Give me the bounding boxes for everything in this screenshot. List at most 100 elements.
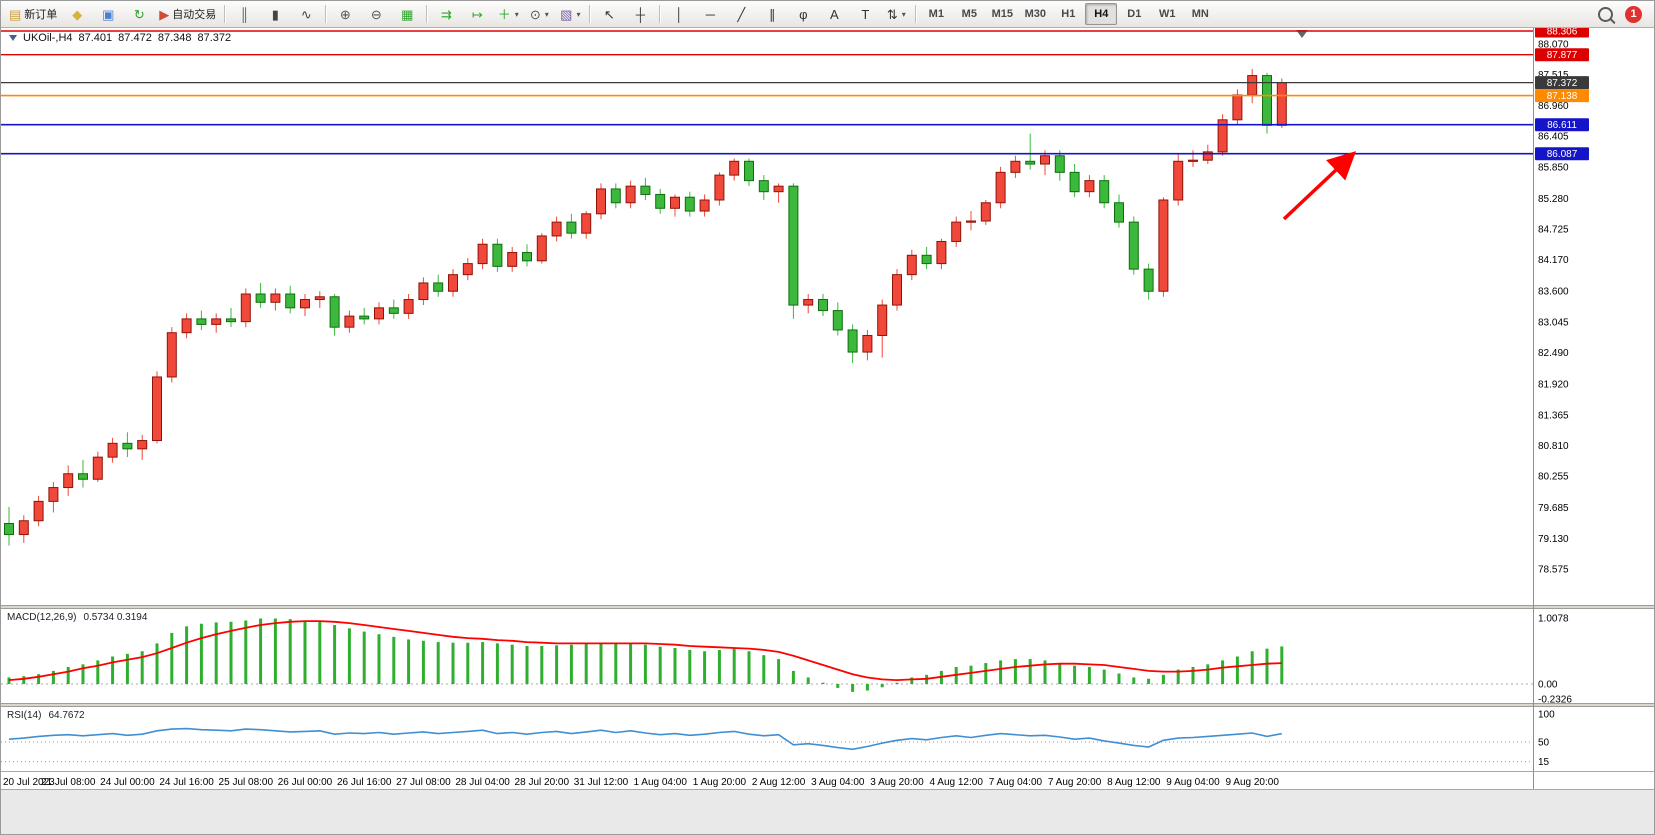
svg-text:88.070: 88.070 (1538, 40, 1569, 51)
toolbar-button-groups: ▤ 新订单 ◆ ▣ ↻ ▶ 自动交易 ║ ▮ ∿ ⊕ ⊖ ▦ ⇉ ↦ ＋ ▾ ⊙ ▾ ▧ ▾ ↖ ┼ │ ─ ╱ ∥ φ A T ⇅ ▾ (5, 2, 920, 26)
tile-windows-icon: ▦ (401, 6, 414, 22)
indicators-icon: ＋ (497, 6, 511, 22)
toolbar: ▤ 新订单 ◆ ▣ ↻ ▶ 自动交易 ║ ▮ ∿ ⊕ ⊖ ▦ ⇉ ↦ ＋ ▾ ⊙ ▾ ▧ ▾ ↖ ┼ │ ─ ╱ ∥ φ A T ⇅ ▾ M1… (1, 1, 1654, 28)
svg-text:28 Jul 04:00: 28 Jul 04:00 (455, 777, 510, 788)
svg-text:100: 100 (1538, 710, 1555, 721)
price-axis[interactable]: 88.070 87.515 86.960 86.405 85.850 85.280 84.7… (1535, 24, 1589, 769)
new-order-button-label: 新订单 (24, 9, 58, 21)
timeframe-m1-button[interactable]: M1 (928, 8, 944, 20)
main-price-pane[interactable] (4, 68, 1287, 546)
annotations[interactable] (1282, 151, 1357, 221)
refresh-button[interactable]: ↻ (124, 2, 154, 26)
svg-text:26 Jul 16:00: 26 Jul 16:00 (337, 777, 392, 788)
dropdown-caret-icon: ▾ (514, 9, 519, 19)
trend-arrow-annotation[interactable] (1282, 151, 1357, 221)
svg-text:80.810: 80.810 (1538, 441, 1569, 452)
timeframe-h1-button[interactable]: H1 (1061, 8, 1076, 20)
svg-text:84.170: 84.170 (1538, 255, 1569, 266)
price-badge-87.877[interactable]: 87.877 (1535, 48, 1589, 62)
search-icon[interactable] (1598, 6, 1613, 22)
horizontal-line-button[interactable]: ─ (695, 2, 725, 26)
timeframe-d1-button[interactable]: D1 (1127, 8, 1142, 20)
tile-windows-button[interactable]: ▦ (392, 2, 422, 26)
svg-text:24 Jul 00:00: 24 Jul 00:00 (100, 777, 155, 788)
notification-badge[interactable]: 1 (1625, 5, 1642, 23)
new-order-button[interactable]: ▤ 新订单 (5, 2, 61, 26)
trade-tools: ▤ 新订单 ◆ ▣ ↻ ▶ 自动交易 (5, 2, 220, 26)
svg-text:87.372: 87.372 (1547, 78, 1578, 89)
svg-text:83.600: 83.600 (1538, 287, 1569, 298)
collapse-triangle-icon[interactable] (9, 35, 17, 41)
price-badge-87.138[interactable]: 87.138 (1535, 89, 1589, 103)
auto-trading-button[interactable]: ▶ 自动交易 (155, 2, 220, 26)
channel-button[interactable]: ∥ (757, 2, 787, 26)
svg-text:87.138: 87.138 (1547, 91, 1578, 102)
toolbar-separator (325, 5, 327, 23)
indicators-button[interactable]: ＋ ▾ (493, 2, 523, 26)
svg-text:80.255: 80.255 (1538, 472, 1569, 483)
templates-button[interactable]: ▧ ▾ (555, 2, 585, 26)
chart-shift-marker[interactable] (1296, 30, 1308, 38)
timeframe-h4-button[interactable]: H4 (1085, 3, 1118, 25)
timeframe-m30-button[interactable]: M30 (1024, 8, 1046, 20)
horizontal-level-lines[interactable] (1, 30, 1533, 155)
macd-pane[interactable] (1, 618, 1533, 692)
zoom-in-button[interactable]: ⊕ (330, 2, 360, 26)
toolbar-separator (589, 5, 591, 23)
timeframe-mn-button[interactable]: MN (1191, 8, 1209, 20)
toolbar-separator (426, 5, 428, 23)
auto-scroll-icon: ⇉ (440, 6, 452, 22)
toolbar-separator (659, 5, 661, 23)
price-badge-86.611[interactable]: 86.611 (1535, 118, 1589, 132)
rsi-pane[interactable] (1, 727, 1533, 763)
channel-icon: ∥ (769, 6, 776, 22)
svg-text:0.00: 0.00 (1538, 680, 1558, 691)
crosshair-icon: ┼ (635, 6, 645, 22)
text-label-button[interactable]: T (850, 2, 880, 26)
zoom-out-icon: ⊖ (370, 6, 382, 22)
price-badge-86.087[interactable]: 86.087 (1535, 147, 1589, 161)
zoom-out-button[interactable]: ⊖ (361, 2, 391, 26)
vertical-line-icon: │ (675, 6, 684, 22)
chart-shift-button[interactable]: ↦ (462, 2, 492, 26)
bar-chart-icon: ║ (239, 6, 249, 22)
arrows-button[interactable]: ⇅ ▾ (881, 2, 911, 26)
periods-button[interactable]: ⊙ ▾ (524, 2, 554, 26)
ohlc-open: 87.401 (78, 32, 113, 44)
dropdown-caret-icon: ▾ (576, 9, 581, 19)
timeframe-m15-button[interactable]: M15 (991, 8, 1013, 20)
svg-text:1 Aug 04:00: 1 Aug 04:00 (634, 777, 688, 788)
trendline-button[interactable]: ╱ (726, 2, 756, 26)
chart-window-button[interactable]: ◆ (62, 2, 92, 26)
macd-readout: 0.5734 0.3194 (83, 612, 148, 623)
cursor-button[interactable]: ↖ (594, 2, 624, 26)
svg-text:-0.2326: -0.2326 (1538, 695, 1572, 706)
text-button[interactable]: A (819, 2, 849, 26)
auto-trading-button-label: 自动交易 (172, 9, 217, 21)
timeframe-m5-button[interactable]: M5 (961, 8, 977, 20)
crosshair-button[interactable]: ┼ (625, 2, 655, 26)
price-badge-87.372[interactable]: 87.372 (1535, 76, 1589, 90)
svg-text:7 Aug 20:00: 7 Aug 20:00 (1048, 777, 1102, 788)
cursor-tools: ↖ ┼ (594, 2, 655, 26)
svg-text:1.0078: 1.0078 (1538, 613, 1569, 624)
auto-scroll-button[interactable]: ⇉ (431, 2, 461, 26)
market-watch-button[interactable]: ▣ (93, 2, 123, 26)
arrows-icon: ⇅ (886, 6, 898, 22)
chart-symbol-period: UKOil-,H4 (23, 32, 73, 44)
periods-icon: ⊙ (529, 6, 541, 22)
candlestick-chart-button[interactable]: ▮ (260, 2, 290, 26)
svg-text:20 Jul 2023: 20 Jul 2023 (3, 777, 55, 788)
fibonacci-button[interactable]: φ (788, 2, 818, 26)
timeframe-w1-button[interactable]: W1 (1159, 8, 1176, 20)
toolbar-right: 1 (1598, 5, 1650, 23)
vertical-line-button[interactable]: │ (664, 2, 694, 26)
candlestick-chart-icon: ▮ (271, 6, 279, 22)
line-chart-icon: ∿ (300, 6, 312, 22)
cursor-icon: ↖ (603, 6, 615, 22)
svg-text:81.365: 81.365 (1538, 410, 1569, 421)
line-chart-button[interactable]: ∿ (291, 2, 321, 26)
bar-chart-button[interactable]: ║ (229, 2, 259, 26)
